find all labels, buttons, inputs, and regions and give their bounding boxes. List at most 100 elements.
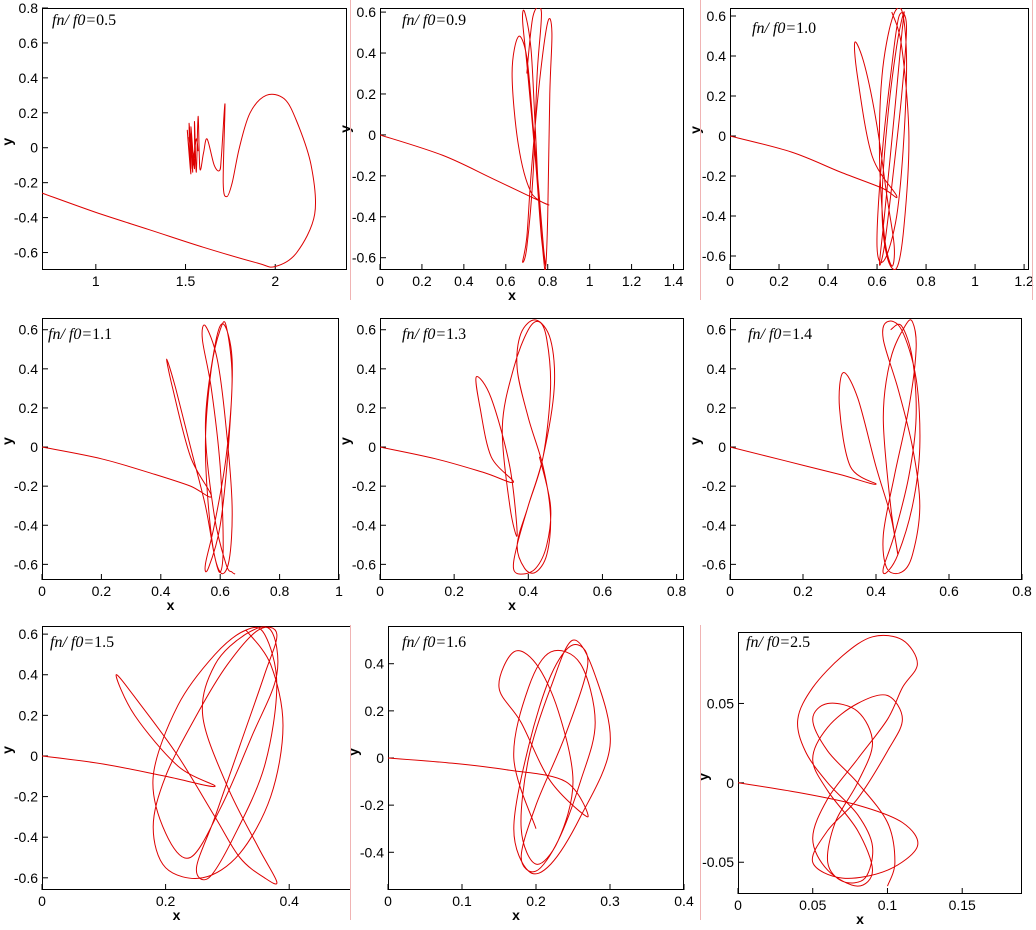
trajectory-series [730, 319, 921, 575]
y-tick-label: -0.2 [352, 478, 376, 494]
y-tick-label: 0.4 [19, 667, 39, 683]
x-axis-label: x [173, 907, 181, 923]
x-tick-label: 1 [586, 273, 594, 289]
y-tick-label: 0.4 [19, 361, 39, 377]
y-tick-label: 0.6 [707, 322, 727, 338]
column-separator [350, 0, 351, 300]
x-tick-label: 0.4 [454, 273, 474, 289]
x-tick-label: 0.2 [412, 273, 432, 289]
y-tick-label: -0.2 [702, 478, 726, 494]
y-tick-label: -0.4 [14, 210, 38, 226]
y-tick-label: -0.2 [360, 797, 384, 813]
y-tick-label: -0.4 [352, 209, 376, 225]
y-axis-label: y [687, 437, 703, 445]
y-axis-label: y [345, 748, 361, 756]
x-tick-label: 0.4 [519, 583, 539, 599]
x-tick-label: 0 [726, 273, 734, 289]
y-tick-label: 0.2 [357, 86, 377, 102]
phase-plot-2: 0 0.2 0.4 0.6 0.8 1 1.2 1.4 0.6 0.4 0.2 0 -0.2 -0.4 -0… [337, 4, 684, 306]
x-axis-label: x [508, 287, 516, 303]
y-tick-label: 0.2 [707, 88, 727, 104]
x-tick-label: 0 [734, 897, 742, 913]
trajectory-series [388, 639, 611, 875]
trajectory-series [738, 634, 919, 887]
y-axis-label: y [0, 138, 15, 146]
plot-frame [388, 626, 684, 890]
x-tick-label: 0.05 [799, 897, 826, 913]
x-tick-label: 1.5 [176, 273, 196, 289]
x-tick-label: 2 [271, 273, 279, 289]
y-tick-label: 0.6 [707, 8, 727, 24]
column-separator [700, 625, 701, 920]
y-tick-label: 0.2 [365, 703, 385, 719]
x-tick-label: 0 [376, 273, 384, 289]
phase-plot-svg: 0 0.2 0.4 0.6 0.8 1 1.2 1.4 0.6 0.4 0.2 0 -0.2 -0.4 -0… [337, 4, 684, 303]
x-tick-label: 1 [335, 583, 343, 599]
x-tick-label: 0.1 [452, 893, 472, 909]
x-tick-label: 0.8 [667, 583, 687, 599]
y-tick-label: -0.2 [352, 168, 376, 184]
y-tick-label: -0.05 [702, 854, 734, 870]
y-tick-label: -0.2 [14, 789, 38, 805]
y-tick-label: -0.6 [14, 556, 38, 572]
y-tick-label: -0.4 [14, 829, 38, 845]
y-tick-label: -0.6 [352, 250, 376, 266]
y-axis-label: y [687, 126, 703, 134]
phase-plot-svg: 0 0.2 0.4 0.6 0.8 0.6 0.4 0.2 0 -0.2 -0.4 -0.6 x y [337, 318, 687, 613]
plot-frame [380, 8, 684, 270]
y-tick-label: -0.6 [352, 556, 376, 572]
y-tick-label: -0.6 [14, 870, 38, 886]
x-tick-label: 0 [376, 583, 384, 599]
column-separator [700, 0, 701, 300]
x-tick-label: 0.4 [279, 893, 299, 909]
phase-plot-9: 0 0.05 0.1 0.15 0.05 0 -0.05 x y [695, 632, 1022, 930]
phase-plot-4: 0 0.2 0.4 0.6 0.8 1 0.6 0.4 0.2 0 -0.2 -0.4 -0.6 x y [0, 318, 343, 616]
x-tick-label: 1 [92, 273, 100, 289]
y-axis-label: y [0, 746, 15, 754]
x-tick-label: 1.2 [1014, 273, 1034, 289]
x-tick-label: 1.2 [622, 273, 642, 289]
y-tick-label: 0.6 [357, 322, 377, 338]
y-tick-label: 0.6 [19, 322, 39, 338]
x-tick-label: 0.8 [1012, 583, 1032, 599]
y-tick-label: 0.2 [707, 400, 727, 416]
phase-plot-3: 0 0.2 0.4 0.6 0.8 1 1.2 0.6 0.4 0.2 0 -0.2 -0.4 -0.6 y [687, 8, 1034, 306]
y-tick-label: -0.4 [702, 208, 726, 224]
column-separator [350, 625, 351, 920]
y-tick-label: 0 [368, 439, 376, 455]
y-tick-label: 0.6 [19, 35, 39, 51]
y-tick-label: 0 [30, 140, 38, 156]
y-tick-label: -0.2 [702, 168, 726, 184]
phase-plot-svg: 0 0.2 0.4 0.6 0.8 0.6 0.4 0.2 0 -0.2 -0.4 -0.6 y [687, 318, 1032, 599]
y-tick-label: 0.4 [365, 656, 385, 672]
y-tick-label: 0.4 [357, 45, 377, 61]
y-tick-label: 0 [726, 775, 734, 791]
y-tick-label: 0.2 [19, 400, 39, 416]
x-tick-label: 0.8 [916, 273, 936, 289]
y-tick-label: 0.6 [19, 626, 39, 642]
x-tick-label: 1.4 [664, 273, 684, 289]
x-tick-label: 0.2 [444, 583, 464, 599]
x-tick-label: 0.6 [593, 583, 613, 599]
y-axis-label: y [337, 125, 353, 133]
x-axis-label: x [508, 597, 516, 613]
x-axis-label: x [856, 911, 864, 927]
phase-plot-6: 0 0.2 0.4 0.6 0.8 0.6 0.4 0.2 0 -0.2 -0.4 -0.6 y [687, 318, 1032, 616]
plot-frame [730, 318, 1022, 580]
y-tick-label: -0.2 [14, 175, 38, 191]
trajectory-series [42, 626, 284, 885]
phase-plot-svg: 0 0.05 0.1 0.15 0.05 0 -0.05 x y [695, 632, 1022, 927]
y-tick-label: -0.2 [14, 478, 38, 494]
x-tick-label: 0.2 [526, 893, 546, 909]
y-tick-label: 0.2 [19, 105, 39, 121]
y-axis-label: y [0, 437, 15, 445]
y-tick-label: -0.6 [702, 556, 726, 572]
y-tick-label: 0 [718, 439, 726, 455]
plot-frame [738, 632, 1022, 894]
y-tick-label: 0.4 [707, 48, 727, 64]
phase-plot-svg: 0 0.2 0.4 0.6 0.8 1 0.6 0.4 0.2 0 -0.2 -0.4 -0.6 x y [0, 318, 343, 613]
y-tick-label: 0.4 [19, 70, 39, 86]
trajectory-series [730, 8, 910, 270]
y-tick-label: -0.4 [352, 517, 376, 533]
